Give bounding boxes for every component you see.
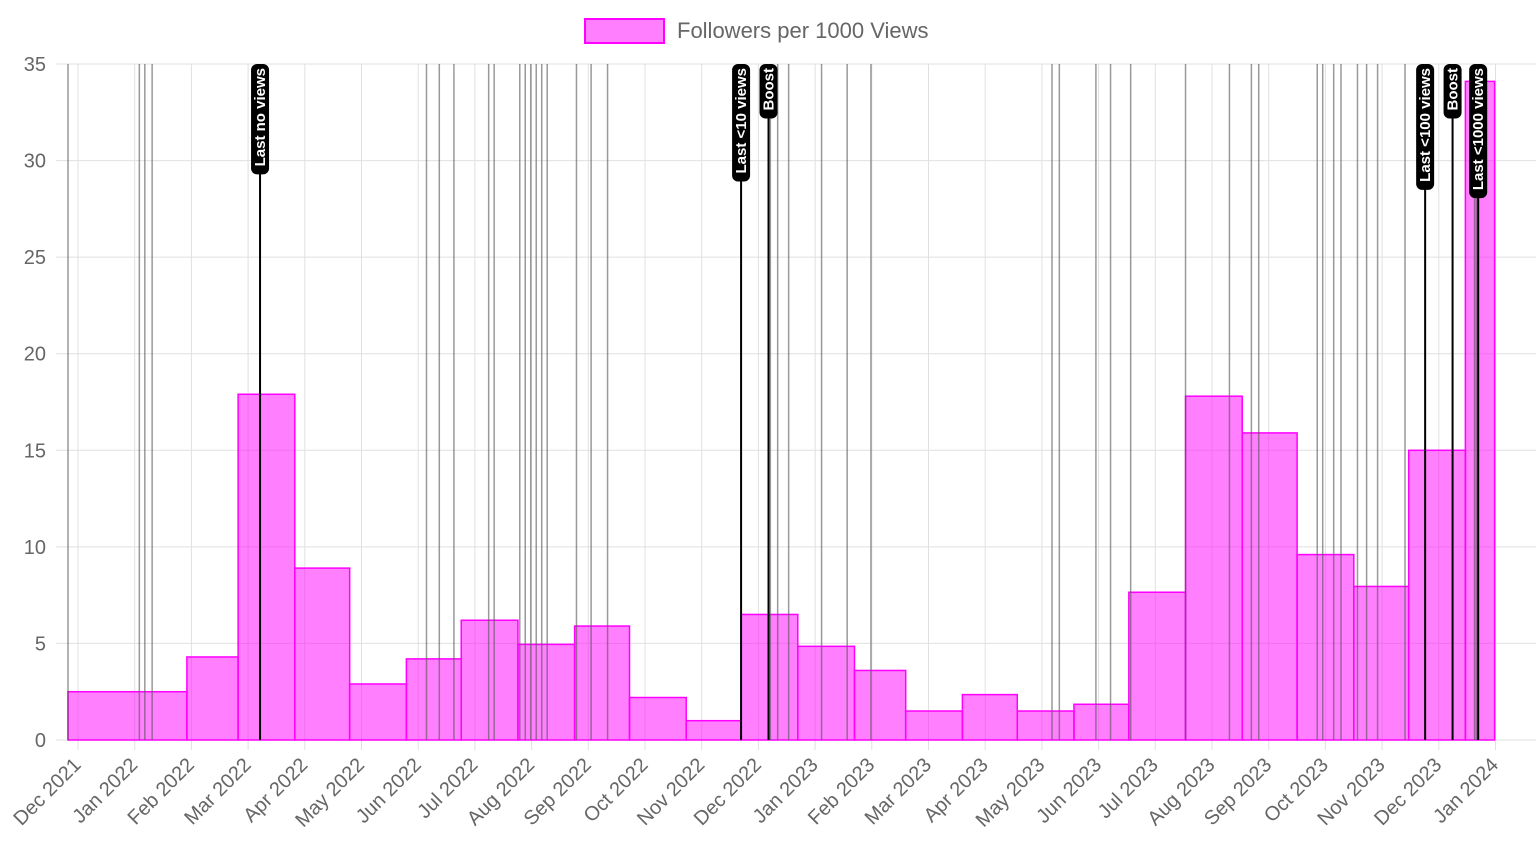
legend-label: Followers per 1000 Views <box>677 18 929 43</box>
annotation-text: Last no views <box>252 68 269 166</box>
bar[interactable] <box>1407 449 1467 741</box>
bar[interactable] <box>1016 710 1075 741</box>
annotation-bg <box>1416 64 1435 190</box>
bar[interactable] <box>460 619 519 741</box>
annotation-label[interactable]: Last <10 views <box>732 64 751 182</box>
annotation-text: Last <10 views <box>733 68 750 173</box>
bar[interactable] <box>853 669 907 741</box>
annotation-bg <box>1443 64 1462 119</box>
annotation-text: Boost <box>761 68 778 111</box>
annotation-text: Boost <box>1445 68 1462 111</box>
bars <box>67 80 1496 741</box>
bar[interactable] <box>961 693 1019 741</box>
y-tick-label: 25 <box>24 247 46 269</box>
legend-swatch[interactable] <box>584 18 665 44</box>
y-tick-label: 30 <box>24 151 46 173</box>
annotation-label[interactable]: Boost <box>759 64 778 119</box>
annotation-bg <box>251 64 270 175</box>
annotation-bg <box>1469 64 1488 199</box>
bar[interactable] <box>405 658 462 741</box>
bar[interactable] <box>573 625 631 741</box>
annotation-label[interactable]: Boost <box>1443 64 1462 119</box>
y-tick-label: 10 <box>24 537 46 559</box>
bar[interactable] <box>186 656 239 741</box>
bar[interactable] <box>628 696 687 741</box>
bar[interactable] <box>1296 553 1355 741</box>
annotation-label[interactable]: Last <1000 views <box>1469 64 1488 199</box>
y-tick-label: 20 <box>24 344 46 366</box>
bar[interactable] <box>685 719 742 741</box>
bar[interactable] <box>1128 591 1187 741</box>
bar[interactable] <box>294 567 351 741</box>
legend[interactable]: Followers per 1000 Views <box>584 18 929 44</box>
y-tick-label: 5 <box>35 633 46 655</box>
y-tick-label: 15 <box>24 440 46 462</box>
annotation-bg <box>759 64 778 119</box>
y-tick-label: 0 <box>35 730 46 752</box>
annotations: Last no views Last <10 views Boost Last <10… <box>251 64 1488 740</box>
bar[interactable] <box>517 643 576 741</box>
annotation-bg <box>732 64 751 182</box>
bar[interactable] <box>67 690 188 741</box>
annotation-text: Last <1000 views <box>1470 68 1487 190</box>
annotation-label[interactable]: Last no views <box>251 64 270 175</box>
bar[interactable] <box>237 393 296 741</box>
bar[interactable] <box>904 710 964 741</box>
bar[interactable] <box>797 645 856 741</box>
y-tick-label: 35 <box>24 54 46 76</box>
bar[interactable] <box>1073 703 1130 741</box>
annotation-label[interactable]: Last <100 views <box>1416 64 1435 190</box>
y-axis-ticks: 0 5 10 15 20 25 30 35 <box>24 54 46 752</box>
bar[interactable] <box>348 683 408 741</box>
bar[interactable] <box>1353 585 1410 741</box>
bar[interactable] <box>1184 395 1243 741</box>
annotation-text: Last <100 views <box>1417 68 1434 182</box>
event-markers <box>67 64 1479 740</box>
bar[interactable] <box>1241 432 1298 741</box>
